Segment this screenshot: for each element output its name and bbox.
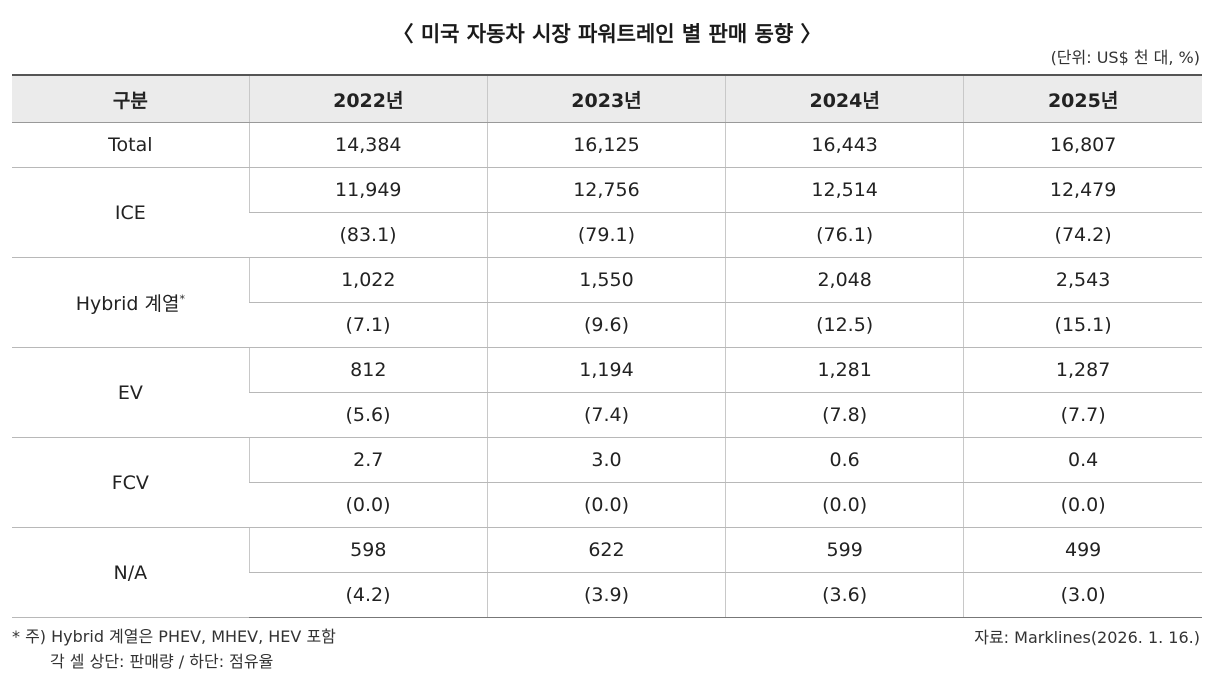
table-cell: (3.0) — [963, 572, 1202, 618]
table-row-fcv-volume: FCV 2.7 3.0 0.6 0.4 — [12, 437, 1202, 528]
header-2022: 2022년 — [248, 74, 488, 123]
table-cell: 622 — [486, 527, 726, 573]
table-cell: (9.6) — [486, 302, 726, 348]
table-cell: (0.0) — [249, 482, 488, 528]
table-cell: 0.6 — [725, 437, 964, 483]
table-cell: (7.8) — [725, 392, 964, 438]
footnote-mark: * — [179, 292, 185, 306]
footnote-line-2: 각 셀 상단: 판매량 / 하단: 점유율 — [50, 652, 274, 671]
table-cell: (74.2) — [963, 212, 1202, 258]
table-row-ev-volume: EV 812 1,194 1,281 1,287 — [12, 347, 1202, 438]
table-cell: (7.1) — [249, 302, 488, 348]
table-row-hybrid-volume: Hybrid 계열* 1,022 1,550 2,048 2,543 — [12, 257, 1202, 348]
table-cell: (0.0) — [725, 482, 964, 528]
header-2025: 2025년 — [963, 74, 1202, 123]
table-row-hybrid-share: (7.1) (9.6) (12.5) (15.1) — [12, 302, 1202, 348]
table-cell: 14,384 — [248, 122, 488, 168]
table-cell: (5.6) — [249, 392, 488, 438]
table-cell: 12,514 — [725, 167, 964, 213]
table-cell: (7.7) — [963, 392, 1202, 438]
footnote: * 주) Hybrid 계열은 PHEV, MHEV, HEV 포함 각 셀 상… — [12, 624, 336, 674]
table-cell: (12.5) — [725, 302, 964, 348]
header-2023: 2023년 — [486, 74, 726, 123]
table-cell: (4.2) — [249, 572, 488, 618]
table-cell: 16,443 — [725, 122, 964, 168]
table-cell: (76.1) — [725, 212, 964, 258]
table-row-ice-volume: ICE 11,949 12,756 12,514 12,479 — [12, 167, 1202, 258]
sales-table: 구분 2022년 2023년 2024년 2025년 Total 14,384 … — [12, 74, 1202, 618]
table-cell: 16,807 — [963, 122, 1202, 168]
table-cell: 2,543 — [963, 257, 1202, 303]
table-row-na-volume: N/A 598 622 599 499 — [12, 527, 1202, 618]
table-cell: 499 — [963, 527, 1202, 573]
row-label-hybrid-text: Hybrid 계열 — [75, 293, 180, 315]
table-cell: 12,479 — [963, 167, 1202, 213]
table-row-fcv-share: (0.0) (0.0) (0.0) (0.0) — [12, 482, 1202, 528]
table-title: 〈 미국 자동차 시장 파워트레인 별 판매 동향 〉 — [392, 22, 822, 46]
row-label-ice: ICE — [12, 167, 250, 258]
table-cell: 11,949 — [248, 167, 488, 213]
table-cell: (79.1) — [486, 212, 726, 258]
table-cell: 1,022 — [248, 257, 488, 303]
table-cell: 1,194 — [486, 347, 726, 393]
table-cell: 1,550 — [486, 257, 726, 303]
unit-label: (단위: US$ 천 대, %) — [1050, 48, 1200, 67]
table-cell: 2,048 — [725, 257, 964, 303]
table-cell: (15.1) — [963, 302, 1202, 348]
table-cell: (3.6) — [725, 572, 964, 618]
header-row: 구분 2022년 2023년 2024년 2025년 — [12, 74, 1202, 123]
table-cell: (0.0) — [486, 482, 726, 528]
table-row-total: Total 14,384 16,125 16,443 16,807 — [12, 122, 1202, 168]
table-cell: 812 — [248, 347, 488, 393]
table-cell: 12,756 — [486, 167, 726, 213]
table-row-na-share: (4.2) (3.9) (3.6) (3.0) — [12, 572, 1202, 618]
table-cell: (7.4) — [486, 392, 726, 438]
table-cell: 1,281 — [725, 347, 964, 393]
row-label-total: Total — [12, 122, 250, 168]
source-note: 자료: Marklines(2026. 1. 16.) — [974, 628, 1200, 647]
table-cell: (83.1) — [249, 212, 488, 258]
table-cell: 2.7 — [248, 437, 488, 483]
table-cell: 16,125 — [486, 122, 726, 168]
table-row-ev-share: (5.6) (7.4) (7.8) (7.7) — [12, 392, 1202, 438]
table-cell: 0.4 — [963, 437, 1202, 483]
table-row-ice-share: (83.1) (79.1) (76.1) (74.2) — [12, 212, 1202, 258]
table-cell: 3.0 — [486, 437, 726, 483]
table-cell: 599 — [725, 527, 964, 573]
row-label-hybrid: Hybrid 계열* — [12, 257, 250, 348]
row-label-ev: EV — [12, 347, 250, 438]
header-2024: 2024년 — [725, 74, 964, 123]
table-cell: 1,287 — [963, 347, 1202, 393]
header-category: 구분 — [12, 74, 250, 123]
row-label-fcv: FCV — [12, 437, 250, 528]
row-label-na: N/A — [12, 527, 250, 618]
footnote-line-1: * 주) Hybrid 계열은 PHEV, MHEV, HEV 포함 — [12, 627, 336, 646]
table-cell: (0.0) — [963, 482, 1202, 528]
table-cell: (3.9) — [486, 572, 726, 618]
table-cell: 598 — [248, 527, 488, 573]
